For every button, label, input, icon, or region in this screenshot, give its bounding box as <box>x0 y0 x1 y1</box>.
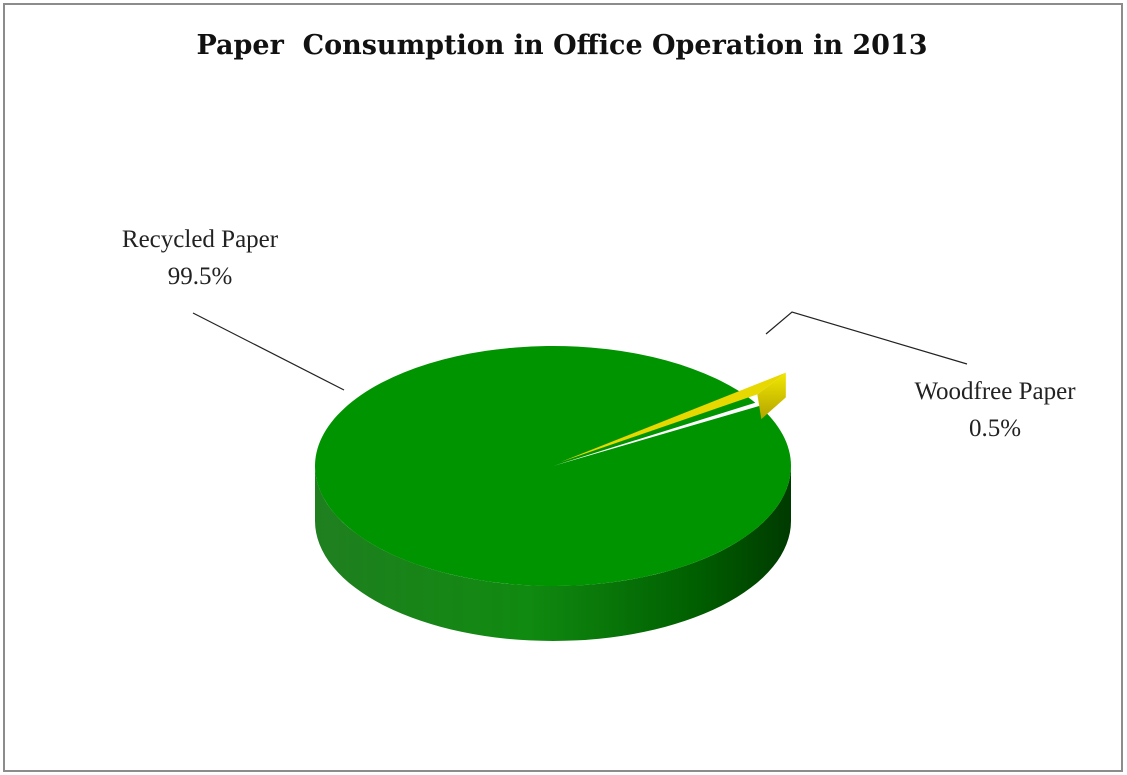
leader-line-recycled-paper <box>192 312 345 391</box>
slice-side-woodfree-paper <box>757 372 786 420</box>
chart-title: Paper Consumption in Office Operation in… <box>196 30 928 61</box>
slice-label-recycled-paper: Recycled Paper 99.5% <box>95 221 305 295</box>
slice-value-recycled-paper: 99.5% <box>167 263 233 290</box>
slice-name-woodfree-paper: Woodfree Paper <box>914 378 1076 405</box>
slice-recycled-paper <box>315 346 792 587</box>
slice-label-woodfree-paper: Woodfree Paper 0.5% <box>885 373 1105 447</box>
slice-side-recycled-paper <box>315 466 791 641</box>
slice-woodfree-paper <box>560 372 786 462</box>
slice-value-woodfree-paper: 0.5% <box>968 415 1022 442</box>
leader-line-woodfree-paper <box>765 311 968 365</box>
slice-name-recycled-paper: Recycled Paper <box>121 226 279 253</box>
